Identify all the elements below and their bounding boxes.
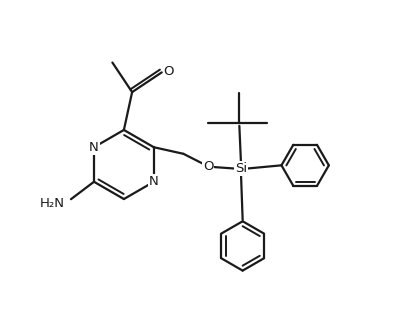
- Text: O: O: [203, 161, 213, 173]
- Text: Si: Si: [235, 162, 247, 175]
- Text: N: N: [89, 141, 99, 154]
- Text: O: O: [164, 65, 174, 78]
- Text: N: N: [149, 175, 159, 188]
- Text: H₂N: H₂N: [39, 197, 64, 210]
